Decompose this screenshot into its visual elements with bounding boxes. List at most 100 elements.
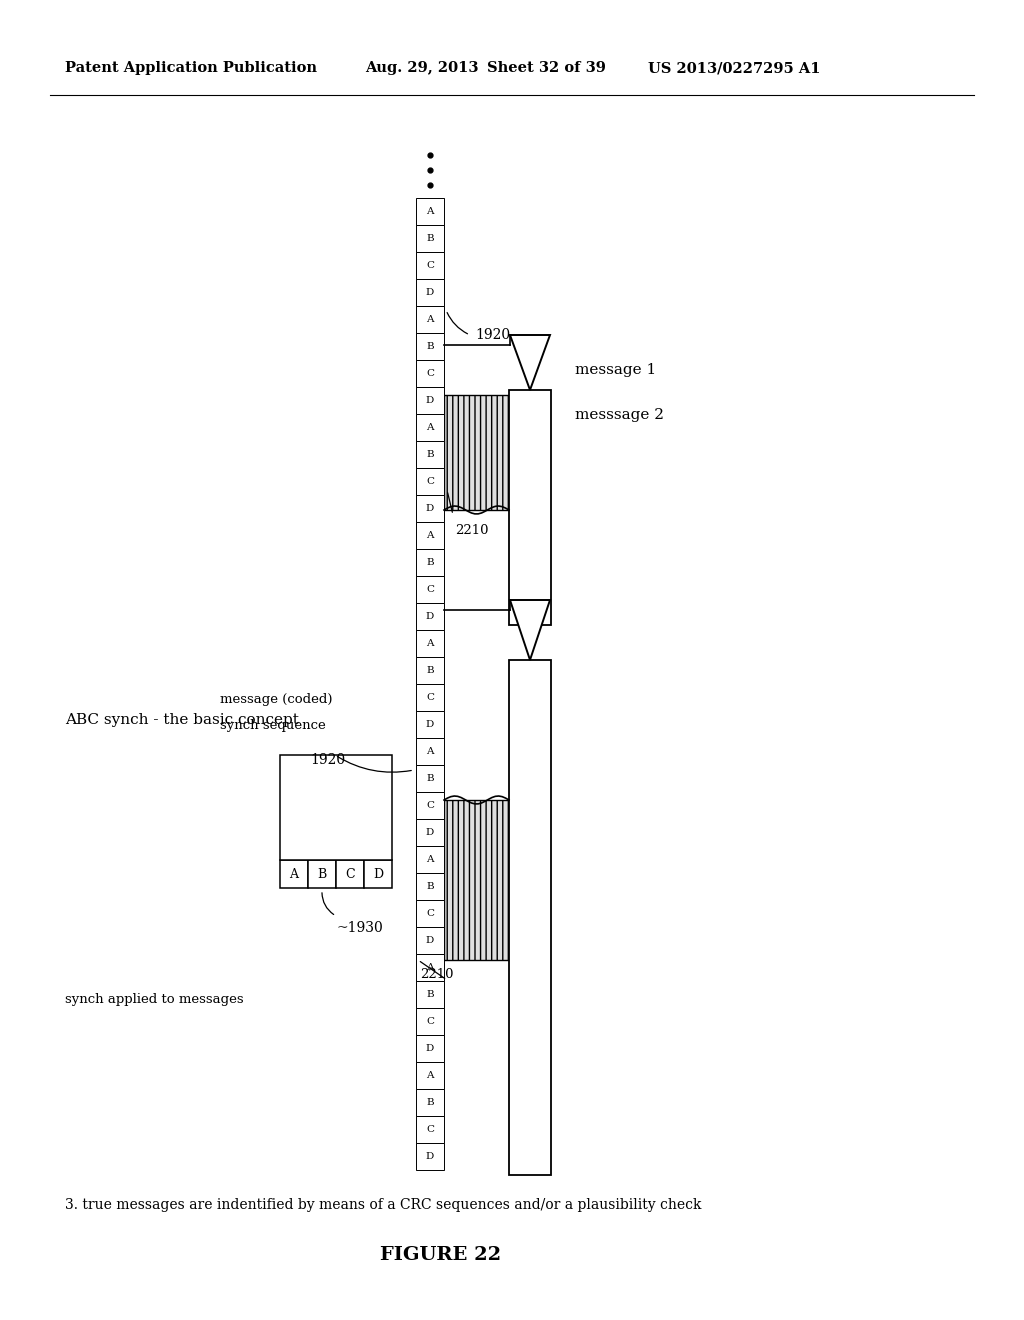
- Text: A: A: [426, 531, 434, 540]
- Bar: [416, 252, 444, 279]
- Text: A: A: [426, 315, 434, 323]
- Text: Patent Application Publication: Patent Application Publication: [65, 61, 317, 75]
- Bar: [416, 495, 444, 521]
- Bar: [444, 800, 509, 960]
- Text: 2210: 2210: [455, 524, 488, 536]
- Bar: [416, 1008, 444, 1035]
- Text: C: C: [426, 370, 434, 378]
- Polygon shape: [510, 335, 550, 389]
- Text: C: C: [426, 585, 434, 594]
- Text: D: D: [426, 612, 434, 620]
- Text: B: B: [317, 867, 327, 880]
- Text: synch applied to messages: synch applied to messages: [65, 994, 244, 1006]
- Text: Aug. 29, 2013: Aug. 29, 2013: [365, 61, 478, 75]
- Text: C: C: [345, 867, 354, 880]
- Text: 3. true messages are indentified by means of a CRC sequences and/or a plausibili: 3. true messages are indentified by mean…: [65, 1199, 701, 1212]
- Bar: [416, 333, 444, 360]
- Text: C: C: [426, 1016, 434, 1026]
- Text: A: A: [426, 422, 434, 432]
- Text: D: D: [426, 828, 434, 837]
- Text: D: D: [373, 867, 383, 880]
- Bar: [416, 657, 444, 684]
- Text: A: A: [426, 639, 434, 648]
- Text: message (coded): message (coded): [220, 693, 333, 706]
- Text: D: D: [426, 936, 434, 945]
- Text: A: A: [426, 207, 434, 216]
- Bar: [416, 521, 444, 549]
- Bar: [416, 279, 444, 306]
- Text: B: B: [426, 558, 434, 568]
- Bar: [416, 198, 444, 224]
- Text: ~1930: ~1930: [336, 921, 383, 935]
- Bar: [416, 414, 444, 441]
- Bar: [416, 549, 444, 576]
- Text: D: D: [426, 719, 434, 729]
- Text: FIGURE 22: FIGURE 22: [380, 1246, 501, 1265]
- Text: B: B: [426, 990, 434, 999]
- Bar: [416, 603, 444, 630]
- Text: message 1: message 1: [575, 363, 656, 378]
- Text: B: B: [426, 774, 434, 783]
- Bar: [416, 738, 444, 766]
- Text: B: B: [426, 1098, 434, 1107]
- Bar: [416, 873, 444, 900]
- Text: 1920: 1920: [310, 752, 345, 767]
- Text: B: B: [426, 882, 434, 891]
- Bar: [416, 954, 444, 981]
- Bar: [416, 224, 444, 252]
- Bar: [444, 395, 509, 510]
- Text: D: D: [426, 1152, 434, 1162]
- Bar: [416, 846, 444, 873]
- Text: messsage 2: messsage 2: [575, 408, 664, 422]
- Text: 2210: 2210: [420, 969, 454, 982]
- Text: Sheet 32 of 39: Sheet 32 of 39: [487, 61, 606, 75]
- Text: A: A: [290, 867, 299, 880]
- Text: A: A: [426, 964, 434, 972]
- Bar: [416, 900, 444, 927]
- Text: US 2013/0227295 A1: US 2013/0227295 A1: [648, 61, 820, 75]
- Bar: [416, 684, 444, 711]
- Bar: [416, 387, 444, 414]
- Text: D: D: [426, 396, 434, 405]
- Bar: [416, 818, 444, 846]
- Bar: [416, 306, 444, 333]
- Bar: [509, 660, 551, 1175]
- Text: C: C: [426, 1125, 434, 1134]
- Text: B: B: [426, 667, 434, 675]
- Bar: [416, 469, 444, 495]
- Text: C: C: [426, 261, 434, 271]
- Text: D: D: [426, 1044, 434, 1053]
- Bar: [416, 630, 444, 657]
- Bar: [416, 576, 444, 603]
- Bar: [416, 360, 444, 387]
- Text: A: A: [426, 855, 434, 865]
- Text: C: C: [426, 801, 434, 810]
- Bar: [416, 441, 444, 469]
- Text: B: B: [426, 342, 434, 351]
- Bar: [416, 927, 444, 954]
- Bar: [416, 711, 444, 738]
- Text: B: B: [426, 234, 434, 243]
- Text: C: C: [426, 693, 434, 702]
- Text: ABC synch - the basic concept: ABC synch - the basic concept: [65, 713, 299, 727]
- Bar: [416, 792, 444, 818]
- Polygon shape: [510, 601, 550, 660]
- Bar: [509, 389, 551, 624]
- Text: D: D: [426, 504, 434, 513]
- Bar: [416, 981, 444, 1008]
- Bar: [416, 1089, 444, 1115]
- Bar: [364, 861, 392, 888]
- Text: A: A: [426, 747, 434, 756]
- Text: synch sequence: synch sequence: [220, 718, 326, 731]
- Bar: [336, 861, 364, 888]
- Text: B: B: [426, 450, 434, 459]
- Text: 1920: 1920: [475, 327, 510, 342]
- Text: C: C: [426, 909, 434, 917]
- Bar: [416, 1035, 444, 1063]
- Bar: [416, 1115, 444, 1143]
- Text: A: A: [426, 1071, 434, 1080]
- Bar: [280, 861, 308, 888]
- Bar: [280, 755, 392, 861]
- Bar: [416, 1143, 444, 1170]
- Bar: [416, 766, 444, 792]
